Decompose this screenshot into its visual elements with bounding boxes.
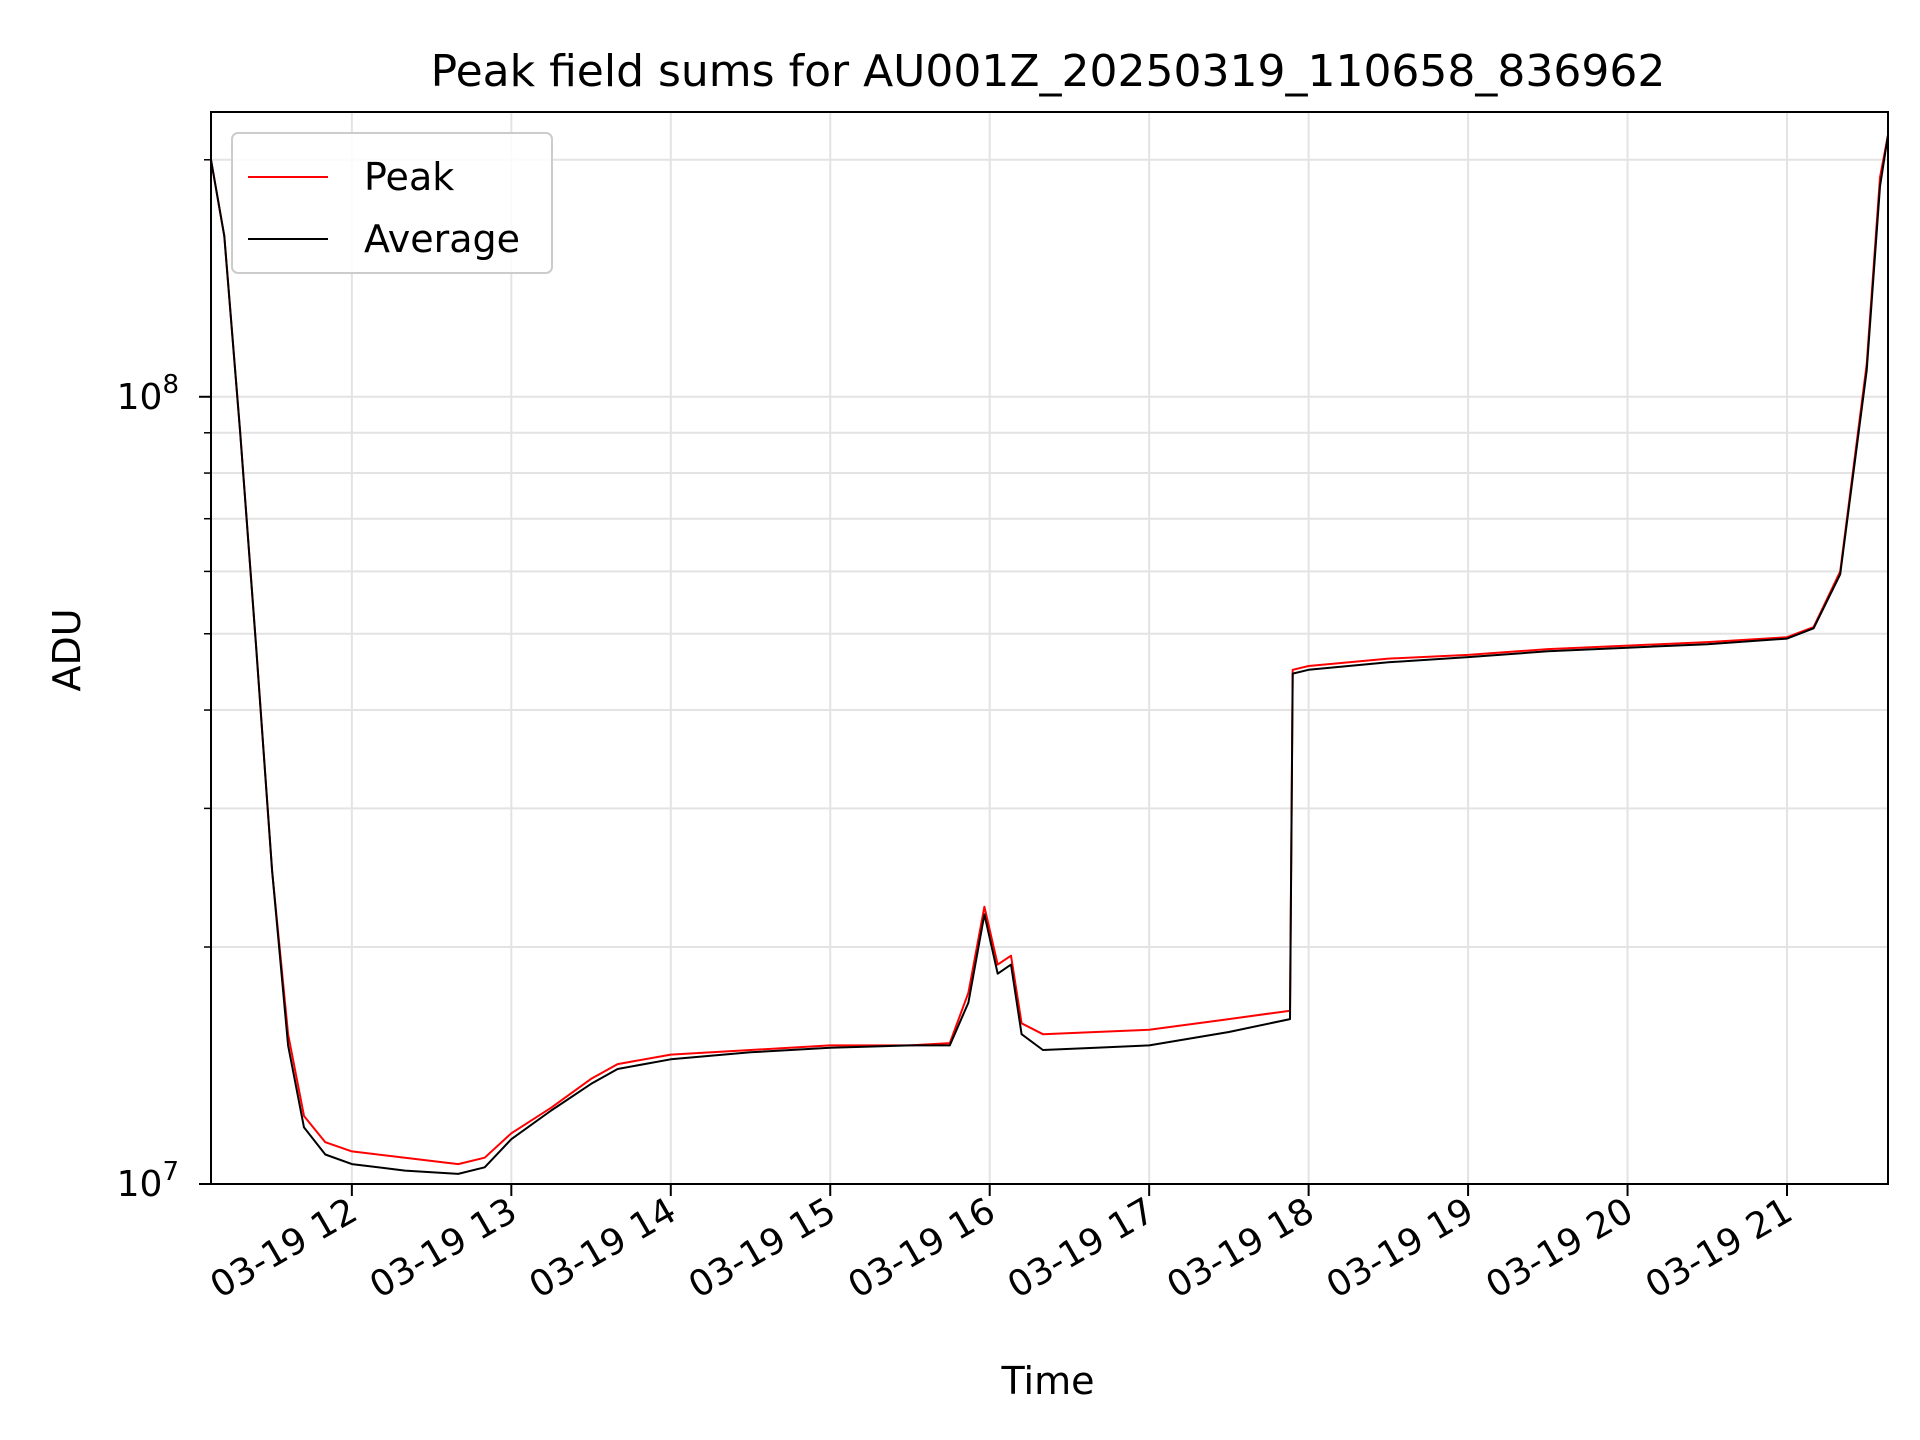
y-tick-label-base: 10 [117,377,163,418]
x-axis-label: Time [1001,1359,1095,1403]
series-line-peak [210,134,1889,1166]
series-line-average [210,134,1889,1175]
chart-title: Peak field sums for AU001Z_20250319_1106… [431,46,1666,97]
plot-frame [210,111,1889,1185]
legend-label-average: Average [364,217,520,261]
y-tick-label-base: 10 [117,1164,163,1205]
y-tick-label: 108 [117,370,179,418]
y-axis-label: ADU [45,608,89,691]
legend: Peak Average [231,132,553,274]
y-tick-label: 107 [117,1157,179,1205]
legend-label-peak: Peak [364,155,454,199]
series-layer [210,134,1889,1175]
y-tick-label-exponent: 7 [162,1157,179,1187]
y-tick-label-exponent: 8 [162,370,179,400]
